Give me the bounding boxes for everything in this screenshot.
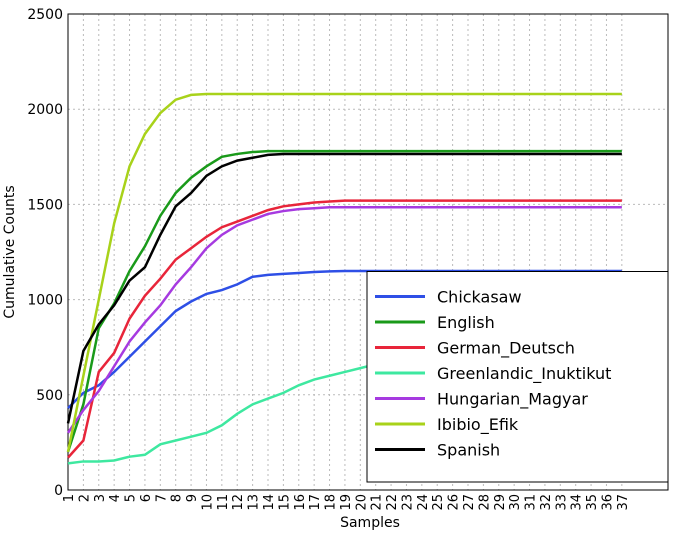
x-tick-label: 7 [154, 494, 169, 502]
x-tick-label: 26 [447, 494, 462, 511]
x-tick-label: 20 [354, 494, 369, 511]
x-tick-label: 23 [400, 494, 415, 511]
x-tick-label: 22 [385, 494, 400, 511]
y-tick-label: 1500 [27, 197, 63, 213]
y-tick-label: 2000 [27, 102, 63, 118]
x-tick-label: 2 [77, 494, 92, 502]
x-tick-label: 36 [600, 494, 615, 511]
x-tick-label: 1 [62, 494, 77, 502]
series-line [66, 152, 622, 424]
x-tick-label: 24 [416, 494, 431, 511]
series-line [66, 206, 622, 434]
legend-box [366, 271, 669, 483]
x-tick-label: 31 [524, 494, 539, 511]
y-tick-label: 1000 [27, 293, 63, 309]
legend-label: Spanish [437, 441, 500, 460]
x-tick-label: 16 [293, 494, 308, 511]
x-tick-label: 3 [93, 494, 108, 502]
series-line [67, 199, 622, 459]
y-axis-label: Cumulative Counts [2, 185, 18, 318]
x-tick-label: 11 [216, 494, 231, 511]
legend-label: Hungarian_Magyar [437, 390, 588, 410]
x-tick-label: 4 [108, 494, 123, 502]
x-tick-label: 21 [370, 494, 385, 511]
x-tick-label: 17 [308, 494, 323, 511]
series-line [66, 92, 622, 453]
x-tick-label: 34 [570, 494, 585, 511]
legend-label: German_Deutsch [437, 339, 575, 359]
x-tick-label: 14 [262, 494, 277, 511]
x-tick-label: 30 [508, 494, 523, 511]
y-tick-label: 0 [54, 483, 63, 499]
x-axis-label: Samples [340, 515, 400, 531]
x-tick-label: 27 [462, 494, 477, 511]
x-tick-label: 9 [185, 494, 200, 502]
x-tick-label: 29 [493, 494, 508, 511]
y-tick-label: 2500 [27, 7, 63, 23]
series-line [66, 149, 622, 453]
x-tick-label: 33 [554, 494, 569, 511]
x-tick-label: 12 [231, 494, 246, 511]
x-tick-label: 37 [616, 494, 631, 511]
x-tick-label: 15 [277, 494, 292, 511]
legend-label: English [437, 313, 495, 332]
x-tick-label: 5 [124, 494, 139, 502]
legend-label: Chickasaw [437, 288, 522, 307]
x-tick-label: 19 [339, 494, 354, 511]
legend-label: Greenlandic_Inuktikut [437, 364, 611, 384]
plot-frame [67, 13, 669, 491]
x-tick-label: 10 [200, 494, 215, 511]
y-tick-label: 500 [36, 388, 63, 404]
x-tick-label: 25 [431, 494, 446, 511]
x-tick-label: 28 [477, 494, 492, 511]
legend-label: Ibibio_Efik [437, 415, 519, 435]
x-tick-label: 35 [585, 494, 600, 511]
x-tick-label: 13 [247, 494, 262, 511]
x-tick-label: 6 [139, 494, 154, 502]
x-tick-label: 8 [170, 494, 185, 502]
x-tick-label: 32 [539, 494, 554, 511]
x-tick-label: 18 [324, 494, 339, 511]
